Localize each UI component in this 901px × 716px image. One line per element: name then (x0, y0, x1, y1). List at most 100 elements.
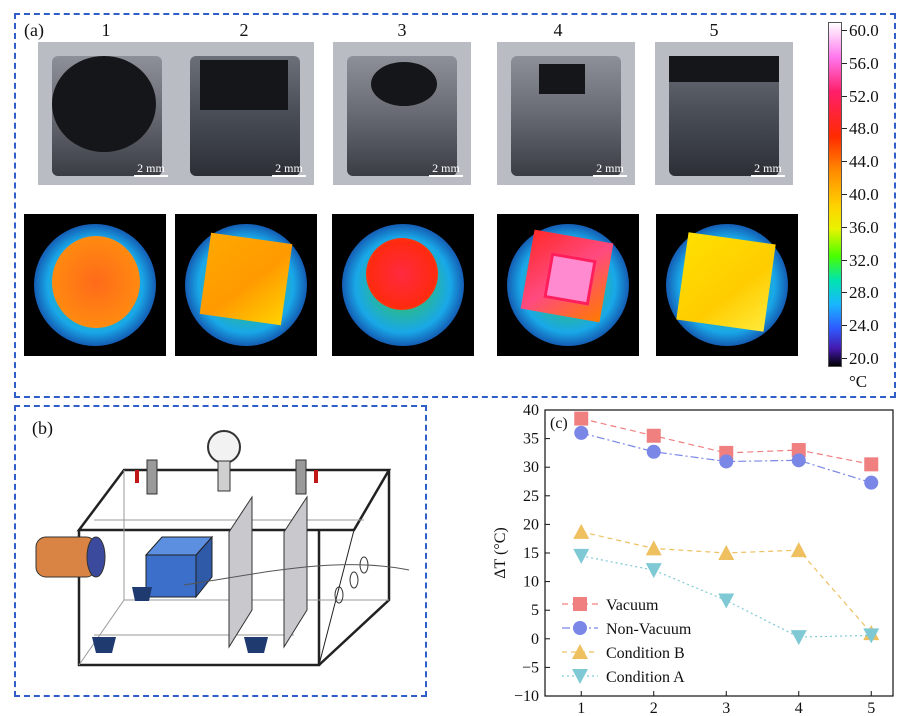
scale-bar: 2 mm (272, 162, 306, 177)
hot-region (52, 236, 140, 328)
data-point (573, 523, 590, 539)
panel-c-label: (c) (550, 415, 568, 432)
y-tick-label: 20 (523, 516, 539, 533)
panel-a-label: (a) (24, 20, 44, 40)
colorbar-tick (842, 161, 847, 163)
y-tick-label: 40 (523, 402, 539, 419)
colorbar-tick-label: 32.0 (849, 250, 879, 270)
sample-photo-5: 2 mm (655, 42, 793, 185)
data-point (645, 563, 662, 579)
data-point (718, 593, 735, 609)
colorbar-tick-label: 24.0 (849, 316, 879, 336)
data-point (791, 443, 806, 458)
colorbar-tick-label: 60.0 (849, 21, 879, 40)
legend-marker (572, 644, 588, 659)
colorbar-tick-label: 36.0 (849, 217, 879, 237)
panel-b-label: (b) (32, 418, 53, 438)
data-point (790, 630, 807, 646)
data-point (645, 540, 662, 556)
colorbar-unit: °C (849, 372, 868, 391)
valve-icon (295, 459, 318, 495)
thermal-image-3 (332, 214, 474, 356)
panel-a-frame (14, 13, 896, 398)
sample-photo-4: 2 mm (497, 42, 635, 185)
colorbar-tick-label: 56.0 (849, 53, 879, 73)
colorbar-tick-label: 44.0 (849, 152, 879, 172)
data-point (718, 545, 735, 560)
y-tick-label: −10 (514, 688, 539, 705)
colorbar-tick (842, 128, 847, 130)
legend-marker (573, 597, 587, 611)
column-number-5: 5 (709, 20, 719, 40)
data-point (864, 475, 879, 490)
colorbar-tick (842, 226, 847, 228)
data-point (863, 628, 880, 644)
column-number-3: 3 (397, 20, 407, 40)
column-number-4: 4 (553, 20, 563, 40)
data-point (574, 411, 589, 426)
y-tick-label: 0 (531, 631, 539, 648)
scale-bar: 2 mm (751, 162, 785, 177)
data-point (791, 453, 806, 468)
legend-label: Condition B (606, 645, 685, 662)
thermal-image-4 (497, 214, 639, 356)
data-point (864, 457, 879, 472)
y-tick-label: 25 (523, 488, 539, 505)
colorbar-tick-label: 52.0 (849, 86, 879, 106)
y-tick-label: −5 (522, 659, 539, 676)
thermal-image-5 (656, 214, 798, 356)
y-tick-label: 5 (531, 602, 539, 619)
thermal-image-2 (175, 214, 317, 356)
data-point (573, 548, 590, 564)
x-tick-label: 1 (577, 700, 585, 716)
wire-outlet (349, 571, 359, 589)
sample-photo-2: 2 mm (176, 42, 314, 185)
colorbar-tick-label: 20.0 (849, 349, 879, 368)
colorbar-tick (842, 358, 847, 359)
sample-photo-1: 2 mm (38, 42, 176, 185)
support-foot (132, 587, 152, 601)
data-point (574, 425, 589, 440)
absorber-disc (52, 56, 156, 152)
y-tick-label: 30 (523, 459, 539, 476)
panel-b-frame (14, 405, 427, 697)
absorber-square (539, 64, 585, 94)
column-number-1: 1 (101, 20, 111, 40)
x-tick-label: 4 (795, 700, 803, 716)
legend-marker (573, 621, 587, 635)
y-axis-label: ΔT (°C) (492, 527, 509, 579)
scale-bar: 2 mm (429, 162, 463, 177)
y-tick-label: 35 (523, 431, 539, 448)
colorbar-tick (842, 62, 847, 64)
column-number-2: 2 (239, 20, 249, 40)
legend-label: Non-Vacuum (606, 621, 692, 638)
temperature-colorbar (828, 22, 842, 367)
y-tick-label: 15 (523, 545, 539, 562)
support-foot (244, 637, 268, 653)
thermocouple-wire (183, 564, 410, 586)
colorbar-tick-label: 40.0 (849, 185, 879, 204)
absorber-disc (371, 62, 437, 106)
sample-photo-3: 2 mm (333, 42, 471, 185)
scale-bar: 2 mm (134, 162, 168, 177)
support-foot (92, 637, 116, 653)
x-tick-label: 5 (867, 700, 875, 716)
absorber-square (200, 60, 288, 110)
glass-plate-1 (228, 495, 253, 649)
thermal-image-1 (24, 214, 166, 356)
colorbar-tick (842, 259, 847, 261)
data-point (646, 428, 661, 443)
x-tick-label: 3 (722, 700, 730, 716)
vacuum-chamber-schematic (35, 430, 410, 667)
valve-icon (135, 459, 158, 495)
legend-label: Condition A (606, 669, 685, 686)
colorbar-tick (842, 30, 847, 31)
data-point (646, 444, 661, 459)
colorbar-tick (842, 292, 847, 294)
colorbar-tick (842, 95, 847, 97)
colorbar-tick-label: 28.0 (849, 283, 879, 303)
x-tick-label: 2 (650, 700, 658, 716)
legend-marker (572, 669, 588, 684)
y-tick-label: 10 (523, 574, 539, 591)
